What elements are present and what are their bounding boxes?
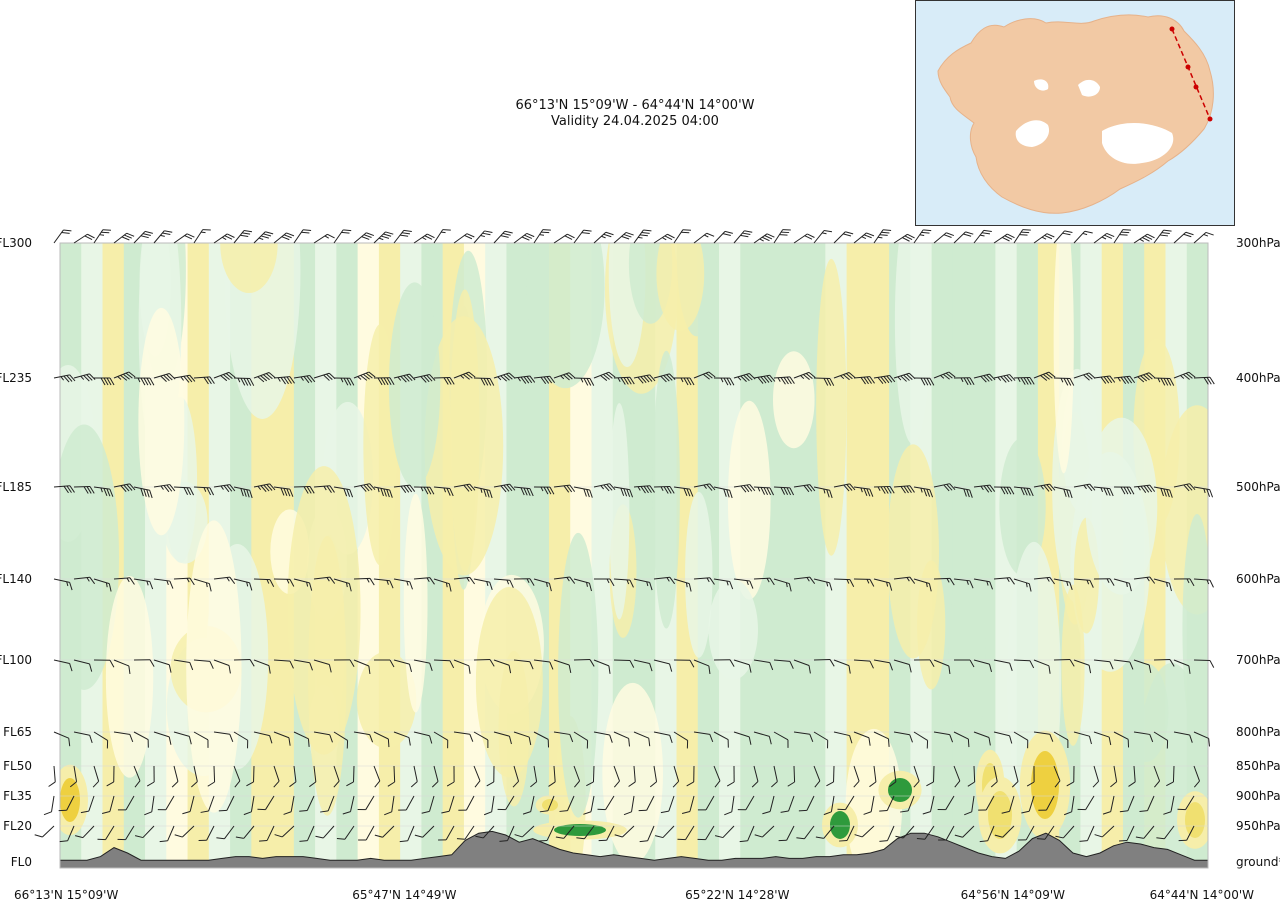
fl-tick-label: FL65 <box>3 725 32 739</box>
humidity-cell <box>830 811 850 839</box>
humidity-cell <box>1124 663 1169 762</box>
fl-tick-label: FL300 <box>0 236 32 250</box>
humidity-cell <box>728 401 771 600</box>
humidity-cell <box>220 194 277 293</box>
fl-tick-label: FL100 <box>0 653 32 667</box>
hpa-tick-label: 900hPa <box>1236 789 1280 803</box>
humidity-cell <box>1182 514 1211 743</box>
x-tick-label: 64°56'N 14°09'W <box>961 888 1065 902</box>
wind-barb <box>47 766 56 786</box>
x-tick-label: 66°13'N 15°09'W <box>14 888 118 902</box>
hpa-tick-label: 850hPa <box>1236 759 1280 773</box>
humidity-cell <box>287 466 360 755</box>
fl-tick-label: FL35 <box>3 789 32 803</box>
x-tick-label: 65°22'N 14°28'W <box>685 888 789 902</box>
chart-title: 66°13'N 15°09'W - 64°44'N 14°00'W <box>420 98 850 114</box>
route-inset-map <box>915 0 1235 226</box>
humidity-cell <box>499 651 530 807</box>
humidity-cell <box>106 576 153 778</box>
fl-tick-label: FL0 <box>11 855 32 869</box>
humidity-cell <box>558 533 598 818</box>
humidity-cell <box>816 259 846 556</box>
iceland-map-icon <box>916 1 1235 226</box>
humidity-cell <box>887 444 939 658</box>
humidity-cell <box>138 308 184 536</box>
wind-barb <box>35 821 54 840</box>
humidity-cell <box>526 186 604 388</box>
hpa-tick-label: 800hPa <box>1236 725 1280 739</box>
humidity-cell <box>888 778 912 802</box>
humidity-cell <box>1185 802 1205 838</box>
humidity-cell <box>404 494 428 713</box>
humidity-cell <box>949 553 986 762</box>
fl-tick-label: FL20 <box>3 819 32 833</box>
wind-barb <box>44 795 54 816</box>
humidity-cell <box>389 282 440 487</box>
humidity-cell <box>773 351 815 448</box>
hpa-tick-label: 400hPa <box>1236 371 1280 385</box>
chart-validity: Validity 24.04.2025 04:00 <box>420 114 850 130</box>
hpa-tick-label: 600hPa <box>1236 572 1280 586</box>
humidity-cell <box>1054 208 1074 473</box>
humidity-cell <box>1031 751 1059 819</box>
fl-tick-label: FL185 <box>0 480 32 494</box>
humidity-cell <box>609 403 629 619</box>
fl-tick-label: FL235 <box>0 371 32 385</box>
x-tick-label: 64°44'N 14°00'W <box>1150 888 1254 902</box>
humidity-cell <box>685 492 712 658</box>
fl-tick-label: FL50 <box>3 759 32 773</box>
x-tick-label: 65°47'N 14°49'W <box>352 888 456 902</box>
hpa-tick-label: 500hPa <box>1236 480 1280 494</box>
fl-tick-label: FL140 <box>0 572 32 586</box>
hpa-tick-label: 950hPa <box>1236 819 1280 833</box>
hpa-tick-label: 300hPa <box>1236 236 1280 250</box>
hpa-tick-label: ground* <box>1236 855 1280 869</box>
humidity-cell <box>60 778 80 822</box>
hpa-tick-label: 700hPa <box>1236 653 1280 667</box>
